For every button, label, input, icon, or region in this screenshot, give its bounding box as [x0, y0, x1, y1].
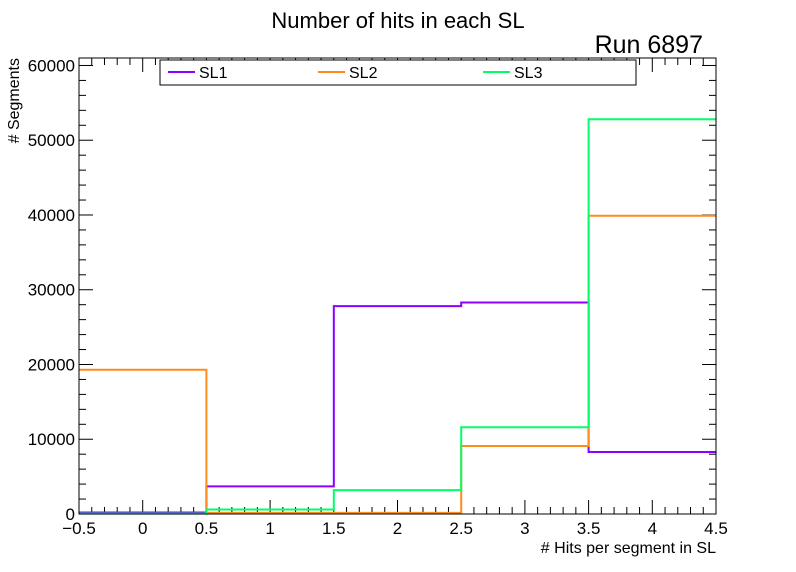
x-tick-label: 4.5	[704, 519, 728, 538]
x-tick-label: 0	[138, 519, 147, 538]
run-label: Run 6897	[595, 31, 703, 59]
y-tick-label: 60000	[28, 56, 75, 75]
y-tick-label: 0	[66, 505, 75, 524]
x-tick-label: 4	[648, 519, 657, 538]
y-tick-label: 30000	[28, 281, 75, 300]
legend-box	[159, 59, 637, 86]
series-sl1-line	[79, 301, 716, 514]
x-tick-label: 0.5	[195, 519, 219, 538]
x-axis-label: # Hits per segment in SL	[541, 540, 716, 557]
x-tick-label: −0.5	[62, 519, 96, 538]
legend-label-sl2: SL2	[349, 65, 378, 82]
x-tick-label: 2	[393, 519, 402, 538]
y-tick-label: 40000	[28, 206, 75, 225]
plot-frame	[78, 57, 717, 515]
legend-label-sl1: SL1	[199, 65, 228, 82]
series-sl3-line	[79, 118, 716, 515]
x-tick-label: 3.5	[577, 519, 601, 538]
x-tick-label: 2.5	[449, 519, 473, 538]
legend-label-sl3: SL3	[514, 65, 543, 82]
x-tick-label: 3	[520, 519, 529, 538]
series-layer	[79, 118, 716, 515]
y-axis-label: # Segments	[6, 58, 23, 143]
series-sl2-line	[79, 214, 716, 514]
y-axis-ticks: 0 10000 20000 30000 40000 50000 60000	[28, 56, 716, 524]
y-tick-label: 50000	[28, 131, 75, 150]
x-tick-label: 1	[265, 519, 274, 538]
chart-title: Number of hits in each SL	[271, 8, 524, 33]
x-tick-label: 1.5	[322, 519, 346, 538]
y-tick-label: 20000	[28, 355, 75, 374]
legend: SL1 SL2 SL3	[159, 59, 637, 86]
x-axis-ticks: −0.5 0 0.5 1 1.5 2 2.5 3 3.5 4 4.5	[62, 58, 728, 538]
y-tick-label: 10000	[28, 430, 75, 449]
